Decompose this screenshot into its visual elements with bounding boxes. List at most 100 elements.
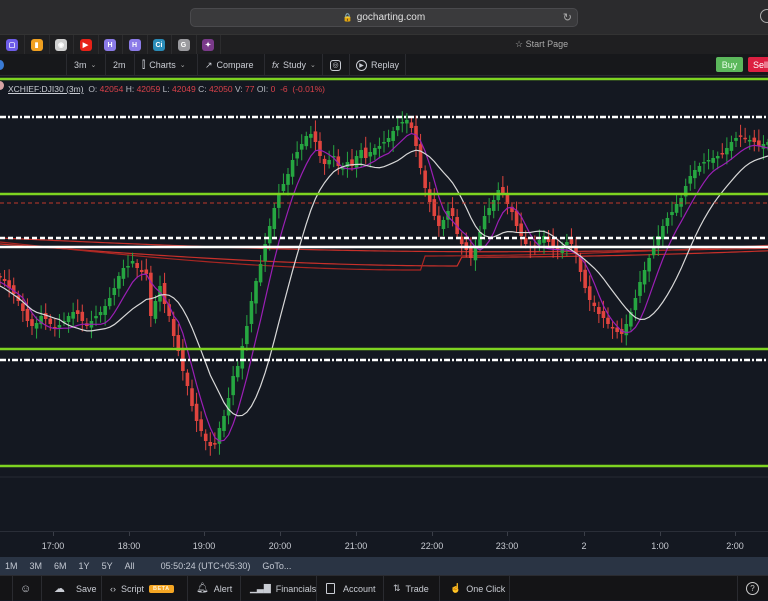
charts-label: Charts: [149, 60, 176, 70]
axis-tick: [432, 532, 433, 536]
interval-dropdown[interactable]: 3m ⌄: [74, 54, 96, 76]
candle-up: [674, 204, 679, 213]
sell-button[interactable]: Sell: [748, 57, 768, 72]
candle-up: [39, 316, 43, 325]
range-all[interactable]: All: [124, 561, 135, 571]
user-avatar[interactable]: [0, 60, 4, 70]
bell-icon: 🔔︎: [196, 583, 209, 594]
ci-logo-icon[interactable]: Ci: [153, 39, 165, 51]
bookmarks-bar: ☆ Start Page ▢ ▮ ◉ ▶ H H Ci G ✦: [0, 34, 768, 55]
candle-up: [327, 160, 331, 165]
candle-down: [469, 247, 473, 258]
axis-tick: [280, 532, 281, 536]
candle-up: [715, 156, 720, 159]
range-1y[interactable]: 1Y: [78, 561, 90, 571]
h-logo-icon[interactable]: H: [104, 39, 116, 51]
browser-menu-icon[interactable]: [760, 9, 768, 23]
chart-canvas[interactable]: [0, 76, 768, 531]
candle-up: [345, 162, 350, 167]
compare-button[interactable]: ↗ Compare: [205, 54, 254, 76]
clock-time[interactable]: 05:50:24 (UTC+05:30): [160, 561, 251, 571]
ema-line: [0, 243, 768, 267]
volume-value: 77: [245, 84, 255, 94]
reload-icon[interactable]: ↻: [562, 12, 572, 24]
study-dropdown[interactable]: fx Study ⌄: [272, 54, 316, 76]
trade-button[interactable]: ⇅ Trade: [393, 576, 429, 601]
candle-up: [683, 186, 688, 197]
candle-up: [286, 174, 290, 185]
divider: [405, 54, 406, 76]
candle-down: [423, 170, 427, 188]
range-1m[interactable]: 1M: [5, 561, 18, 571]
financials-label: Financials: [275, 583, 317, 594]
analytics-bars-icon[interactable]: ▮: [30, 39, 43, 51]
candle-down: [437, 215, 441, 226]
square-logo-icon[interactable]: ▢: [6, 39, 18, 51]
start-page-tab[interactable]: ☆ Start Page: [515, 39, 569, 49]
divider: [73, 35, 74, 55]
help-icon[interactable]: ?: [746, 582, 759, 595]
candle-up: [272, 208, 277, 229]
range-6m[interactable]: 6M: [54, 561, 67, 571]
axis-tick: [660, 532, 661, 536]
goto-button[interactable]: GoTo...: [262, 561, 292, 571]
candle-up: [126, 266, 130, 268]
vinyl-icon[interactable]: ◉: [55, 39, 67, 51]
candle-up: [226, 398, 231, 416]
script-button[interactable]: ‹› Script BETA: [110, 576, 174, 601]
symbol-link[interactable]: XCHIEF:DJI30 (3m): [8, 84, 84, 94]
price-chart[interactable]: XCHIEF:DJI30 (3m) O: 42054 H: 42059 L: 4…: [0, 76, 768, 531]
replay-button[interactable]: ▶ Replay: [356, 54, 399, 76]
candle-down: [48, 318, 53, 324]
one-click-button[interactable]: ☝ One Click: [450, 576, 505, 601]
theme-button[interactable]: ☺: [20, 576, 31, 601]
address-bar[interactable]: 🔒 gocharting.com ↻: [190, 8, 578, 27]
buy-button[interactable]: Buy: [716, 57, 743, 72]
candle-up: [263, 244, 267, 262]
open-value: 42054: [99, 84, 124, 94]
high-label: H:: [125, 84, 135, 94]
candle-up: [158, 286, 162, 302]
candle-down: [43, 313, 48, 319]
compare-label: Compare: [216, 60, 254, 70]
candle-up: [240, 346, 245, 369]
trade-arrows-icon: ⇅: [393, 583, 401, 593]
candle-down: [738, 135, 743, 137]
h-logo-icon[interactable]: H: [128, 39, 141, 51]
candle-down: [190, 388, 194, 406]
youtube-icon[interactable]: ▶: [79, 39, 92, 51]
candle-up: [661, 226, 665, 239]
candle-up: [679, 198, 683, 207]
candle-down: [610, 326, 615, 329]
candle-up: [34, 323, 39, 329]
interval-2m-button[interactable]: 2m: [113, 54, 126, 76]
candle-down: [194, 403, 199, 421]
charts-dropdown[interactable]: ⫿ Charts ⌄: [142, 54, 186, 76]
g-logo-icon[interactable]: G: [177, 39, 190, 51]
time-label: 18:00: [117, 541, 141, 551]
range-3m[interactable]: 3M: [29, 561, 43, 571]
candle-up: [665, 218, 670, 226]
account-button[interactable]: Account: [326, 576, 376, 601]
candle-down: [363, 147, 368, 158]
snapshot-button[interactable]: ◎: [330, 54, 341, 76]
save-button[interactable]: ☁ Save: [54, 576, 97, 601]
candle-up: [290, 160, 295, 177]
candle-up: [487, 208, 491, 216]
axis-tick: [53, 532, 54, 536]
candle-down: [546, 236, 551, 242]
financials-button[interactable]: ▁▃▇ Financials: [250, 576, 316, 601]
bar-chart-icon: ▁▃▇: [250, 583, 271, 593]
candle-up: [688, 176, 693, 184]
candle-down: [615, 327, 619, 332]
time-axis[interactable]: 17:00 18:00 19:00 20:00 21:00 22:00 23:00 2 1:00…: [0, 531, 768, 557]
candle-up: [245, 326, 249, 345]
candle-up: [254, 281, 258, 304]
candle-down: [551, 239, 555, 248]
range-5y[interactable]: 5Y: [101, 561, 113, 571]
candle-down: [592, 302, 597, 306]
candle-up: [395, 126, 400, 131]
gc-logo-icon[interactable]: ✦: [202, 39, 214, 51]
alert-button[interactable]: 🔔︎ Alert: [196, 576, 232, 601]
candle-down: [743, 137, 747, 140]
